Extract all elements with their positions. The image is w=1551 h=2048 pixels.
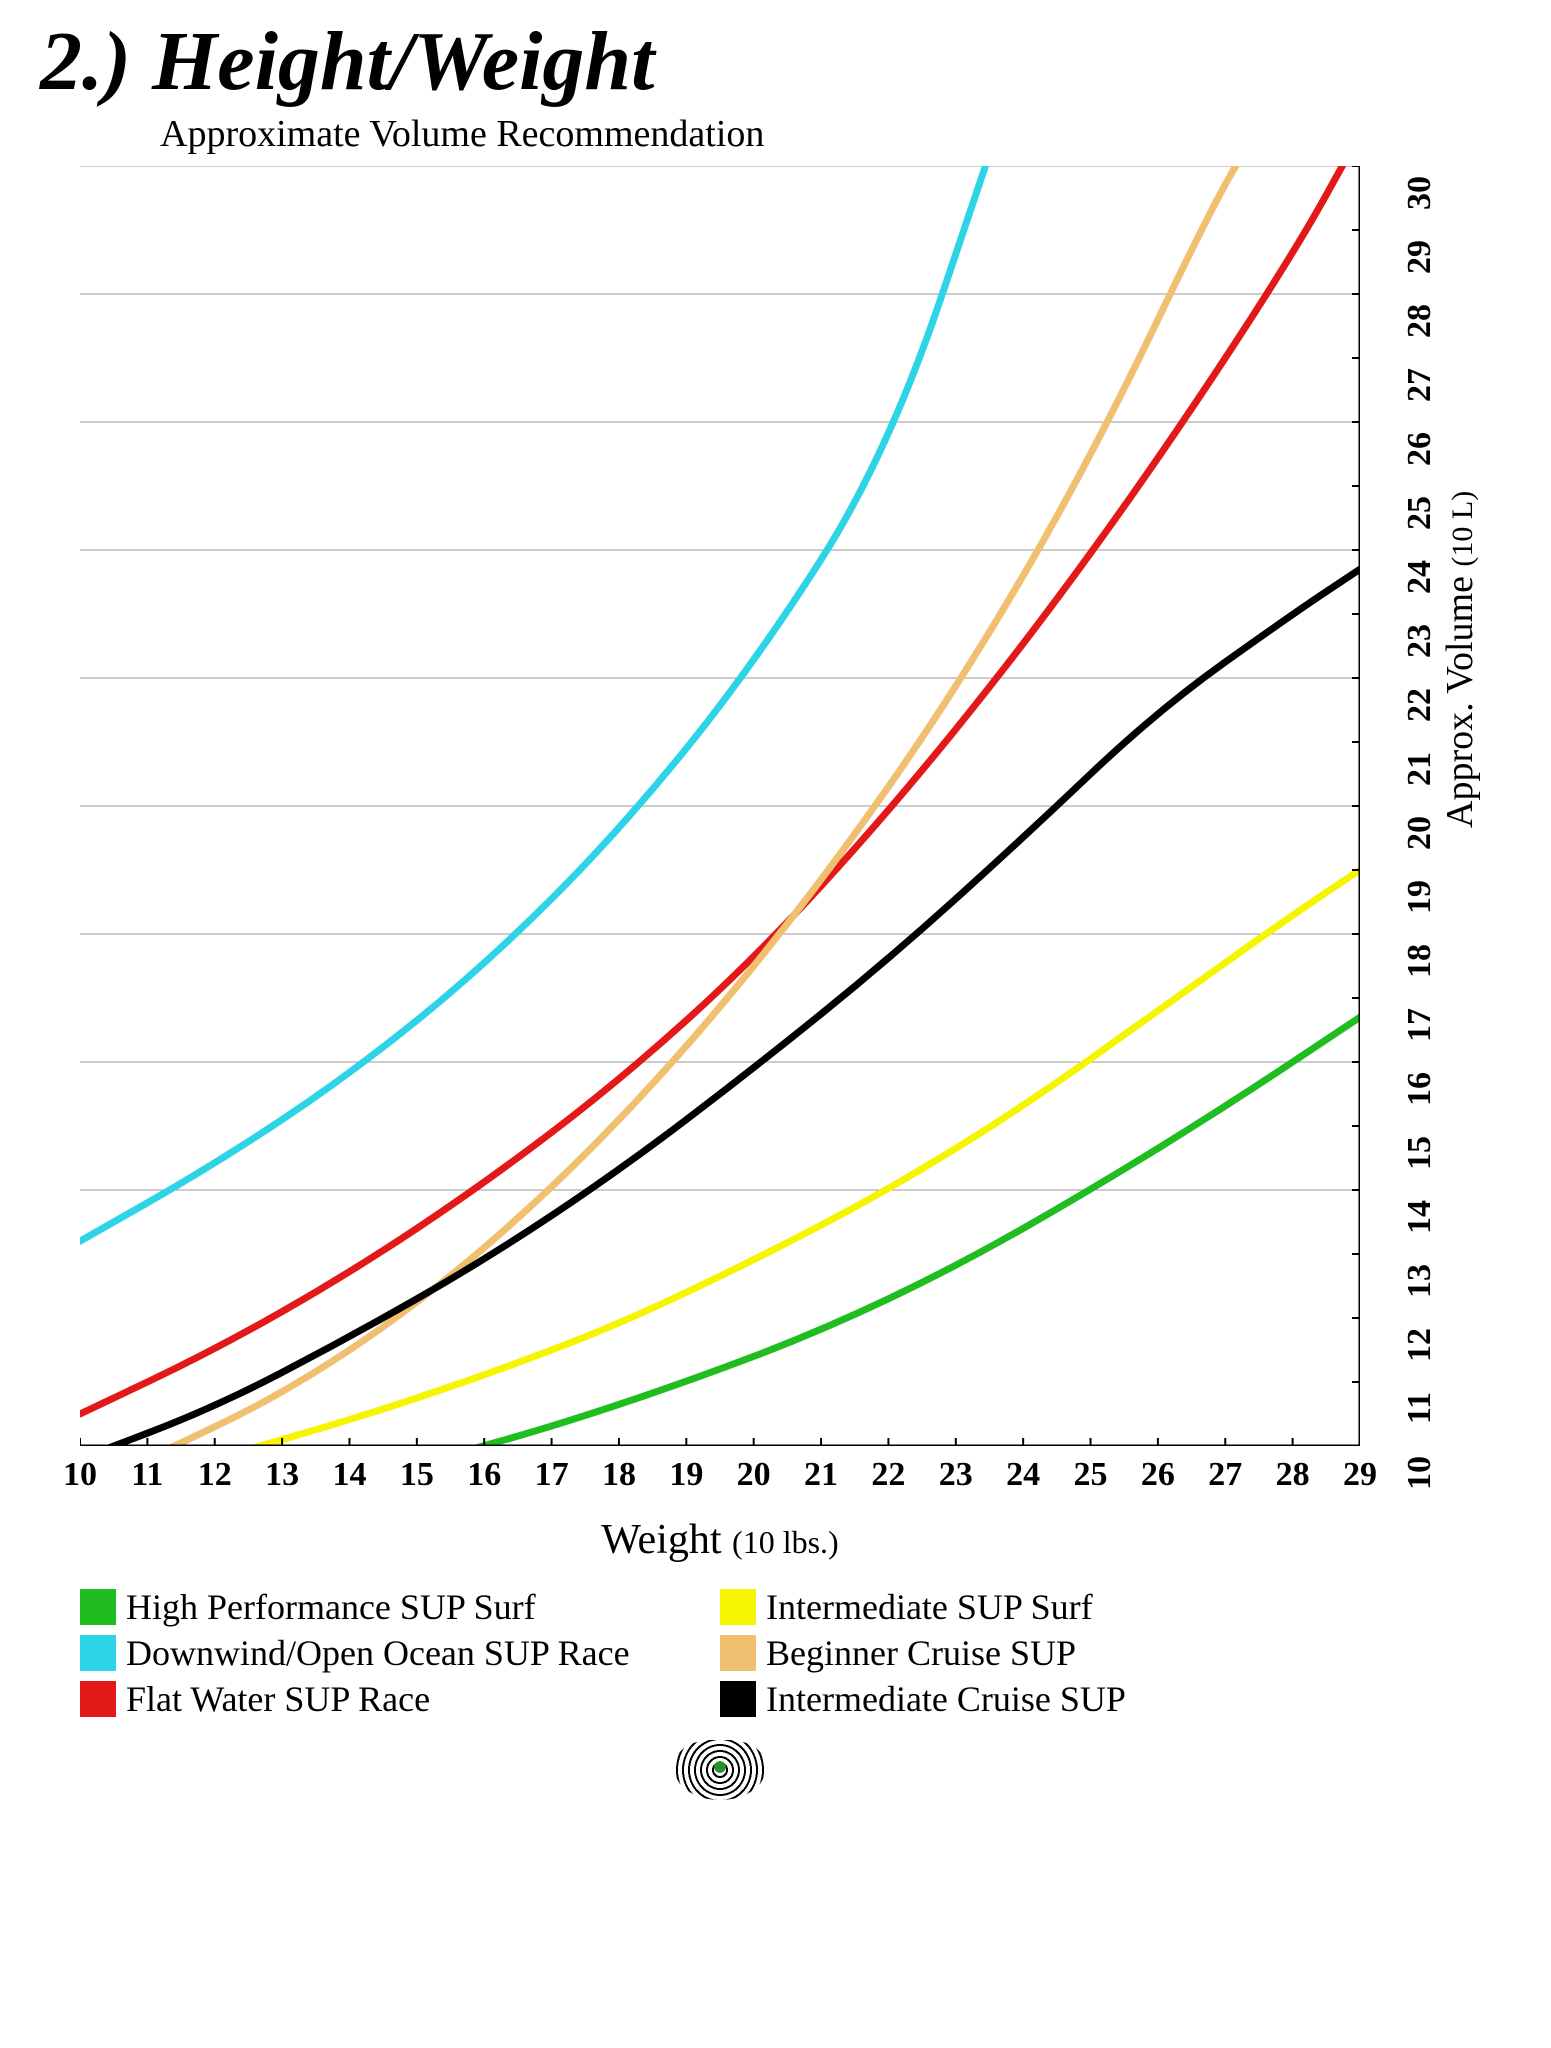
x-axis-label-text: Weight (601, 1517, 721, 1563)
x-tick-label: 26 (1141, 1456, 1175, 1494)
x-tick-label: 13 (265, 1456, 299, 1494)
title-block: 2.) Height/Weight Approximate Volume Rec… (40, 20, 1511, 156)
page-subtitle: Approximate Volume Recommendation (160, 112, 1511, 156)
y-tick-label: 26 (1401, 432, 1439, 466)
x-tick-label: 15 (400, 1456, 434, 1494)
brand-logo-icon (675, 1740, 765, 1800)
y-tick-label: 22 (1401, 688, 1439, 722)
x-tick-label: 11 (131, 1456, 163, 1494)
x-tick-label: 23 (939, 1456, 973, 1494)
y-axis-label-text: Approx. Volume (1439, 576, 1481, 828)
x-tick-label: 16 (467, 1456, 501, 1494)
legend-swatch (80, 1589, 116, 1625)
legend-item: Intermediate Cruise SUP (720, 1678, 1360, 1720)
y-tick-label: 27 (1401, 368, 1439, 402)
legend-item: High Performance SUP Surf (80, 1586, 720, 1628)
y-tick-label: 11 (1401, 1392, 1439, 1424)
y-axis-label-paren: (10 L) (1446, 491, 1479, 567)
y-tick-label: 17 (1401, 1008, 1439, 1042)
legend-label: Beginner Cruise SUP (766, 1632, 1076, 1674)
y-tick-label: 18 (1401, 944, 1439, 978)
y-tick-label: 25 (1401, 496, 1439, 530)
x-tick-label: 21 (804, 1456, 838, 1494)
legend-swatch (720, 1635, 756, 1671)
legend-swatch (720, 1681, 756, 1717)
y-tick-label: 16 (1401, 1072, 1439, 1106)
y-tick-label: 13 (1401, 1264, 1439, 1298)
legend-item: Intermediate SUP Surf (720, 1586, 1360, 1628)
x-axis-label-paren: (10 lbs.) (732, 1524, 839, 1560)
legend-swatch (80, 1681, 116, 1717)
x-tick-label: 17 (535, 1456, 569, 1494)
y-tick-label: 24 (1401, 560, 1439, 594)
y-tick-label: 21 (1401, 752, 1439, 786)
legend-label: Flat Water SUP Race (126, 1678, 430, 1720)
y-tick-label: 30 (1401, 176, 1439, 210)
x-tick-label: 14 (332, 1456, 366, 1494)
chart-container: 10 11 12 13 14 15 16 17 18 19 20 21 22 23 24 25 26 27 28 29… (40, 166, 1480, 1566)
x-axis: 1011121314151617181920212223242526272829 (80, 1456, 1360, 1506)
y-tick-label: 10 (1401, 1456, 1439, 1490)
legend-label: Intermediate Cruise SUP (766, 1678, 1126, 1720)
x-tick-label: 25 (1074, 1456, 1108, 1494)
y-tick-label: 19 (1401, 880, 1439, 914)
legend-label: Downwind/Open Ocean SUP Race (126, 1632, 630, 1674)
legend-label: High Performance SUP Surf (126, 1586, 536, 1628)
x-tick-label: 10 (63, 1456, 97, 1494)
x-tick-label: 22 (871, 1456, 905, 1494)
y-tick-label: 20 (1401, 816, 1439, 850)
y-tick-label: 23 (1401, 624, 1439, 658)
y-tick-label: 29 (1401, 240, 1439, 274)
logo-container (80, 1740, 1360, 1805)
x-tick-label: 19 (669, 1456, 703, 1494)
y-axis: 1011121314151617181920212223242526272829… (1370, 166, 1420, 1446)
x-tick-label: 27 (1208, 1456, 1242, 1494)
x-tick-label: 24 (1006, 1456, 1040, 1494)
legend: High Performance SUP Surf Intermediate SU… (80, 1586, 1360, 1720)
y-tick-label: 15 (1401, 1136, 1439, 1170)
y-tick-label: 28 (1401, 304, 1439, 338)
x-tick-label: 12 (198, 1456, 232, 1494)
y-axis-label: Approx. Volume (10 L) (1438, 491, 1482, 828)
x-tick-label: 18 (602, 1456, 636, 1494)
legend-swatch (80, 1635, 116, 1671)
legend-swatch (720, 1589, 756, 1625)
y-tick-label: 12 (1401, 1328, 1439, 1362)
legend-item: Downwind/Open Ocean SUP Race (80, 1632, 720, 1674)
page-title: 2.) Height/Weight (40, 20, 1511, 104)
x-tick-label: 28 (1276, 1456, 1310, 1494)
legend-label: Intermediate SUP Surf (766, 1586, 1093, 1628)
y-tick-label: 14 (1401, 1200, 1439, 1234)
legend-item: Beginner Cruise SUP (720, 1632, 1360, 1674)
x-tick-label: 20 (737, 1456, 771, 1494)
legend-item: Flat Water SUP Race (80, 1678, 720, 1720)
x-tick-label: 29 (1343, 1456, 1377, 1494)
line-chart (80, 166, 1360, 1446)
x-axis-label: Weight (10 lbs.) (80, 1516, 1360, 1564)
